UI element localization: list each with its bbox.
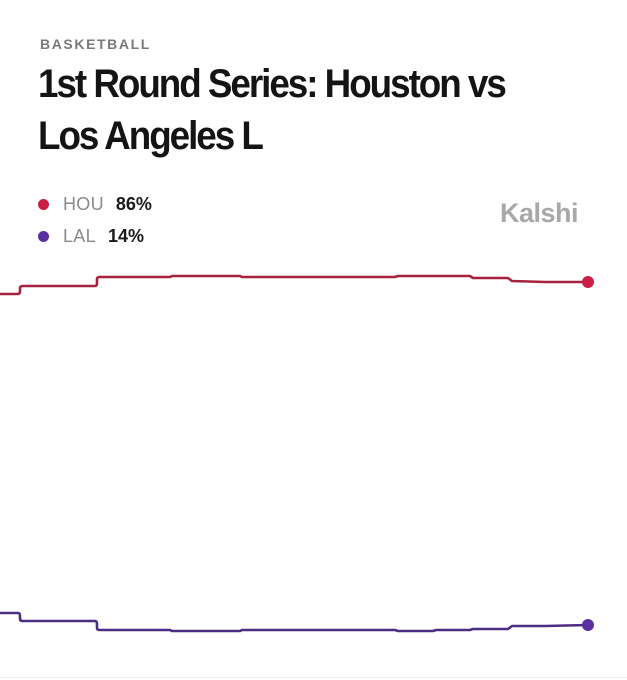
legend-team-label: HOU [63,193,104,214]
hou-endpoint-marker[interactable] [582,276,594,288]
legend-percent-value: 86% [115,193,152,214]
legend-item-lal[interactable]: LAL 14% [38,220,152,252]
bottom-divider [0,677,627,678]
chart-legend: HOU 86% LAL 14% [38,188,152,252]
category-label: BASKETBALL [40,36,151,52]
legend-percent-value: 14% [107,225,144,246]
legend-team-label: LAL [63,225,96,246]
page-title: 1st Round Series: Houston vs Los Angeles… [38,62,507,158]
hou-series-line [0,274,590,296]
lal-dot-icon [38,230,49,242]
hou-dot-icon [38,198,49,210]
lal-series-line [0,611,590,633]
lal-endpoint-marker[interactable] [582,619,594,631]
legend-item-hou[interactable]: HOU 86% [38,188,152,220]
kalshi-logo: Kalshi [500,198,579,228]
